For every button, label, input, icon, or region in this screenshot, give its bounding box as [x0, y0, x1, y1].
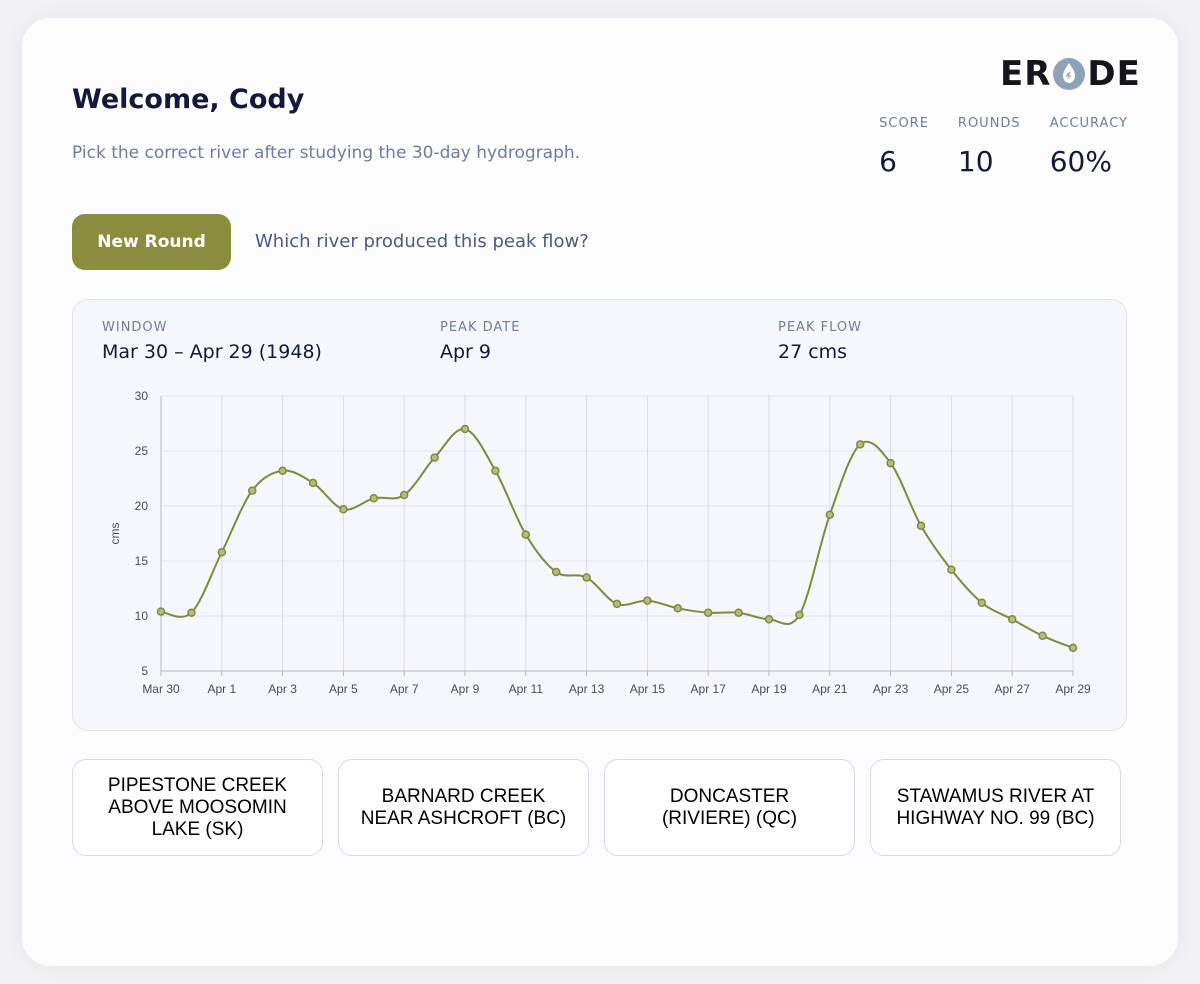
- data-point: [1068, 643, 1078, 653]
- x-tick-label: Apr 13: [569, 682, 605, 696]
- option-button-3[interactable]: DONCASTER (RIVIERE) (QC): [604, 759, 855, 856]
- data-point: [734, 608, 743, 617]
- x-tick-label: Apr 21: [812, 682, 848, 696]
- logo-drop-icon: [1053, 58, 1086, 90]
- stat-rounds-value: 10: [957, 145, 994, 178]
- data-point: [855, 440, 865, 449]
- data-point: [764, 615, 774, 624]
- option-button-1[interactable]: PIPESTONE CREEK ABOVE MOOSOMIN LAKE (SK): [72, 759, 323, 856]
- window-value: Mar 30 – Apr 29 (1948): [102, 341, 322, 363]
- subtitle: Pick the correct river after studying th…: [72, 143, 581, 163]
- x-tick-label: Apr 3: [268, 682, 297, 696]
- data-point: [673, 604, 683, 613]
- data-point: [916, 521, 926, 531]
- stat-score-value: 6: [879, 145, 897, 178]
- welcome-title: Welcome, Cody: [72, 84, 305, 115]
- stats-group: SCORE 6 ROUNDS 10 ACCURACY 60%: [879, 116, 1128, 178]
- peak-date-value: Apr 9: [440, 341, 491, 363]
- data-point: [187, 608, 196, 617]
- y-tick-label: 5: [141, 664, 148, 678]
- data-point: [612, 599, 622, 609]
- stat-accuracy-value: 60%: [1049, 145, 1112, 178]
- game-card: ER DE Welcome, Cody Pick the correct riv…: [22, 18, 1178, 966]
- data-point: [491, 466, 500, 476]
- data-point: [977, 598, 987, 608]
- data-point: [886, 458, 895, 468]
- stat-score: SCORE 6: [879, 116, 929, 178]
- data-point: [703, 608, 713, 617]
- x-tick-label: Apr 7: [390, 682, 419, 696]
- x-tick-label: Apr 11: [509, 682, 544, 696]
- data-point: [643, 596, 652, 605]
- option-button-4[interactable]: STAWAMUS RIVER AT HIGHWAY NO. 99 (BC): [870, 759, 1121, 856]
- data-point: [278, 466, 287, 476]
- peak-flow-value: 27 cms: [778, 341, 848, 363]
- data-point: [308, 478, 318, 488]
- logo-text-er: ER: [1000, 54, 1052, 94]
- y-tick-label: 10: [135, 609, 149, 623]
- x-tick-label: Apr 15: [630, 682, 666, 696]
- x-tick-label: Apr 17: [691, 682, 727, 696]
- data-point: [399, 490, 409, 500]
- peak-date-info: PEAK DATE Apr 9: [440, 320, 520, 363]
- stat-accuracy: ACCURACY 60%: [1050, 116, 1128, 178]
- data-point: [217, 547, 227, 557]
- x-tick-label: Apr 23: [873, 682, 909, 696]
- data-point: [947, 565, 956, 575]
- y-axis-title: cms: [108, 523, 122, 545]
- data-point: [247, 486, 257, 495]
- data-point: [1007, 615, 1017, 624]
- stat-rounds-label: ROUNDS: [957, 116, 1021, 131]
- x-tick-label: Apr 27: [995, 682, 1031, 696]
- hydrograph-panel: WINDOW Mar 30 – Apr 29 (1948) PEAK DATE …: [72, 299, 1127, 731]
- window-label: WINDOW: [102, 320, 168, 335]
- x-tick-label: Apr 19: [751, 682, 787, 696]
- option-button-2[interactable]: BARNARD CREEK NEAR ASHCROFT (BC): [338, 759, 589, 856]
- x-tick-label: Mar 30: [142, 682, 180, 696]
- question-prompt: Which river produced this peak flow?: [255, 231, 589, 252]
- flow-series-line: [160, 427, 1074, 649]
- y-tick-label: 30: [135, 389, 149, 403]
- x-tick-label: Apr 1: [207, 682, 236, 696]
- window-info: WINDOW Mar 30 – Apr 29 (1948): [102, 320, 322, 363]
- data-point: [1038, 631, 1047, 641]
- peak-flow-info: PEAK FLOW 27 cms: [778, 320, 862, 363]
- data-point: [825, 510, 835, 520]
- y-tick-label: 20: [135, 499, 149, 513]
- stat-accuracy-label: ACCURACY: [1049, 116, 1128, 131]
- y-tick-label: 15: [135, 554, 149, 568]
- data-point: [582, 573, 591, 582]
- data-point: [551, 567, 561, 577]
- new-round-button[interactable]: New Round: [72, 214, 231, 270]
- peak-flow-label: PEAK FLOW: [778, 320, 862, 335]
- x-tick-label: Apr 9: [451, 682, 480, 696]
- data-point: [339, 505, 348, 514]
- stat-score-label: SCORE: [879, 116, 929, 131]
- stat-rounds: ROUNDS 10: [958, 116, 1021, 178]
- data-point: [795, 610, 804, 620]
- data-point: [369, 494, 379, 503]
- data-point: [156, 607, 166, 616]
- erode-logo: ER DE: [1000, 54, 1141, 94]
- x-tick-label: Apr 5: [329, 682, 358, 696]
- x-tick-label: Apr 25: [934, 682, 970, 696]
- data-point: [430, 453, 439, 462]
- x-tick-label: Apr 29: [1055, 682, 1091, 696]
- answer-options: PIPESTONE CREEK ABOVE MOOSOMIN LAKE (SK)…: [72, 759, 1121, 856]
- data-point: [521, 530, 531, 539]
- hydrograph-chart: 5 10 15 20 25 30 Mar 30 Apr 1 Apr 3 Apr 5 Apr 7 Apr…: [108, 389, 1091, 696]
- peak-date-label: PEAK DATE: [440, 320, 521, 335]
- logo-text-de: DE: [1087, 54, 1141, 94]
- data-point: [460, 424, 470, 434]
- y-tick-label: 25: [135, 444, 149, 458]
